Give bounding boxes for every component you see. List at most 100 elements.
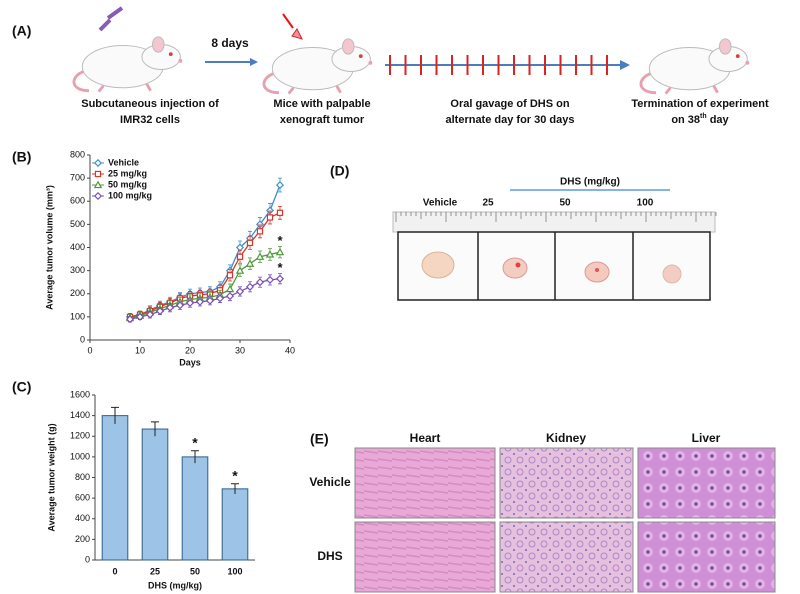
marker	[236, 253, 244, 260]
y-tick-label: 0	[85, 554, 90, 564]
panel-label: (A)	[12, 23, 31, 39]
marker	[185, 298, 195, 308]
x-tick-label: 50	[190, 566, 200, 576]
y-tick-label: 200	[75, 534, 90, 544]
marker	[235, 287, 245, 296]
error-bar	[191, 450, 199, 464]
marker	[256, 228, 264, 235]
y-tick-label: 400	[70, 242, 85, 252]
y-tick-label: 500	[70, 219, 85, 229]
panel-d-art	[392, 189, 717, 301]
marker	[225, 292, 235, 301]
significance-label: *	[277, 260, 283, 275]
caption: on 38th day	[671, 113, 729, 126]
series-line	[129, 212, 281, 318]
series-line	[129, 184, 281, 318]
caption: Termination of experiment	[631, 98, 769, 110]
row-label: DHS	[317, 549, 342, 563]
y-tick-label: 1200	[70, 431, 90, 441]
marker	[93, 158, 103, 168]
significance-label: *	[277, 233, 283, 248]
marker	[145, 310, 155, 319]
column-label: Vehicle	[423, 198, 458, 209]
marker	[195, 297, 205, 306]
caption: Mice with palpable	[273, 98, 370, 110]
x-tick-label: 0	[87, 345, 92, 355]
legend-label: 50 mg/kg	[108, 179, 147, 189]
marker	[275, 274, 285, 283]
marker	[275, 181, 285, 190]
caption-part: th	[700, 113, 707, 120]
marker	[265, 250, 275, 258]
caption: alternate day for 30 days	[445, 114, 574, 126]
marker	[266, 214, 274, 221]
bar	[141, 428, 169, 561]
panel-a-art	[72, 6, 751, 96]
x-tick-label: 25	[150, 566, 160, 576]
interval-label: 8 days	[211, 36, 249, 50]
marker	[215, 294, 225, 303]
panel-label: (D)	[330, 163, 349, 179]
y-axis-label: Average tumor volume (mm³)	[44, 185, 54, 310]
marker	[275, 247, 285, 256]
marker	[255, 252, 265, 260]
panel-label: (B)	[12, 149, 31, 165]
error-bar	[111, 406, 119, 424]
caption: Oral gavage of DHS on	[450, 98, 569, 110]
series-line	[129, 251, 281, 319]
marker	[135, 312, 145, 321]
y-tick-label: 200	[70, 288, 85, 298]
y-tick-label: 400	[75, 513, 90, 523]
bar	[101, 415, 129, 561]
panel-label: (E)	[310, 431, 329, 447]
panel-e-art	[354, 447, 776, 593]
bar	[181, 456, 209, 561]
marker	[94, 170, 102, 178]
column-label: 50	[559, 198, 571, 209]
column-label: 100	[637, 198, 654, 209]
column-label: Liver	[692, 431, 721, 445]
marker	[175, 301, 185, 310]
y-tick-label: 800	[75, 472, 90, 482]
group-label: DHS (mg/kg)	[560, 177, 620, 188]
marker	[235, 266, 245, 274]
x-tick-label: 100	[227, 566, 242, 576]
column-label: 25	[482, 198, 494, 209]
y-tick-label: 0	[80, 334, 85, 344]
y-axis-label: Average tumor weight (g)	[46, 423, 56, 531]
error-bar	[151, 421, 159, 437]
caption-part: day	[707, 114, 730, 126]
marker	[93, 191, 103, 201]
marker	[125, 315, 135, 324]
x-axis-label: Days	[179, 357, 201, 367]
y-tick-label: 700	[70, 173, 85, 183]
marker	[225, 284, 235, 293]
x-tick-label: 20	[185, 345, 195, 355]
column-label: Kidney	[546, 431, 586, 445]
y-tick-label: 100	[70, 311, 85, 321]
caption: xenograft tumor	[280, 114, 365, 126]
series-line	[129, 278, 281, 320]
x-tick-label: 40	[285, 345, 295, 355]
caption: IMR32 cells	[120, 114, 180, 126]
y-tick-label: 600	[75, 493, 90, 503]
marker	[246, 239, 254, 247]
legend-label: 100 mg/kg	[108, 190, 152, 200]
y-tick-label: 1400	[70, 410, 90, 420]
row-label: Vehicle	[309, 475, 351, 489]
marker	[226, 272, 234, 279]
marker	[255, 278, 265, 287]
marker	[165, 303, 175, 312]
x-tick-label: 10	[135, 345, 145, 355]
y-tick-label: 1000	[70, 451, 90, 461]
x-axis-label: DHS (mg/kg)	[148, 580, 202, 590]
marker	[93, 180, 103, 189]
marker	[245, 282, 255, 291]
panel-label: (C)	[12, 379, 31, 395]
y-tick-label: 600	[70, 196, 85, 206]
column-label: Heart	[410, 431, 441, 445]
bar	[221, 488, 249, 561]
marker	[276, 209, 284, 216]
error-bar	[231, 483, 239, 494]
